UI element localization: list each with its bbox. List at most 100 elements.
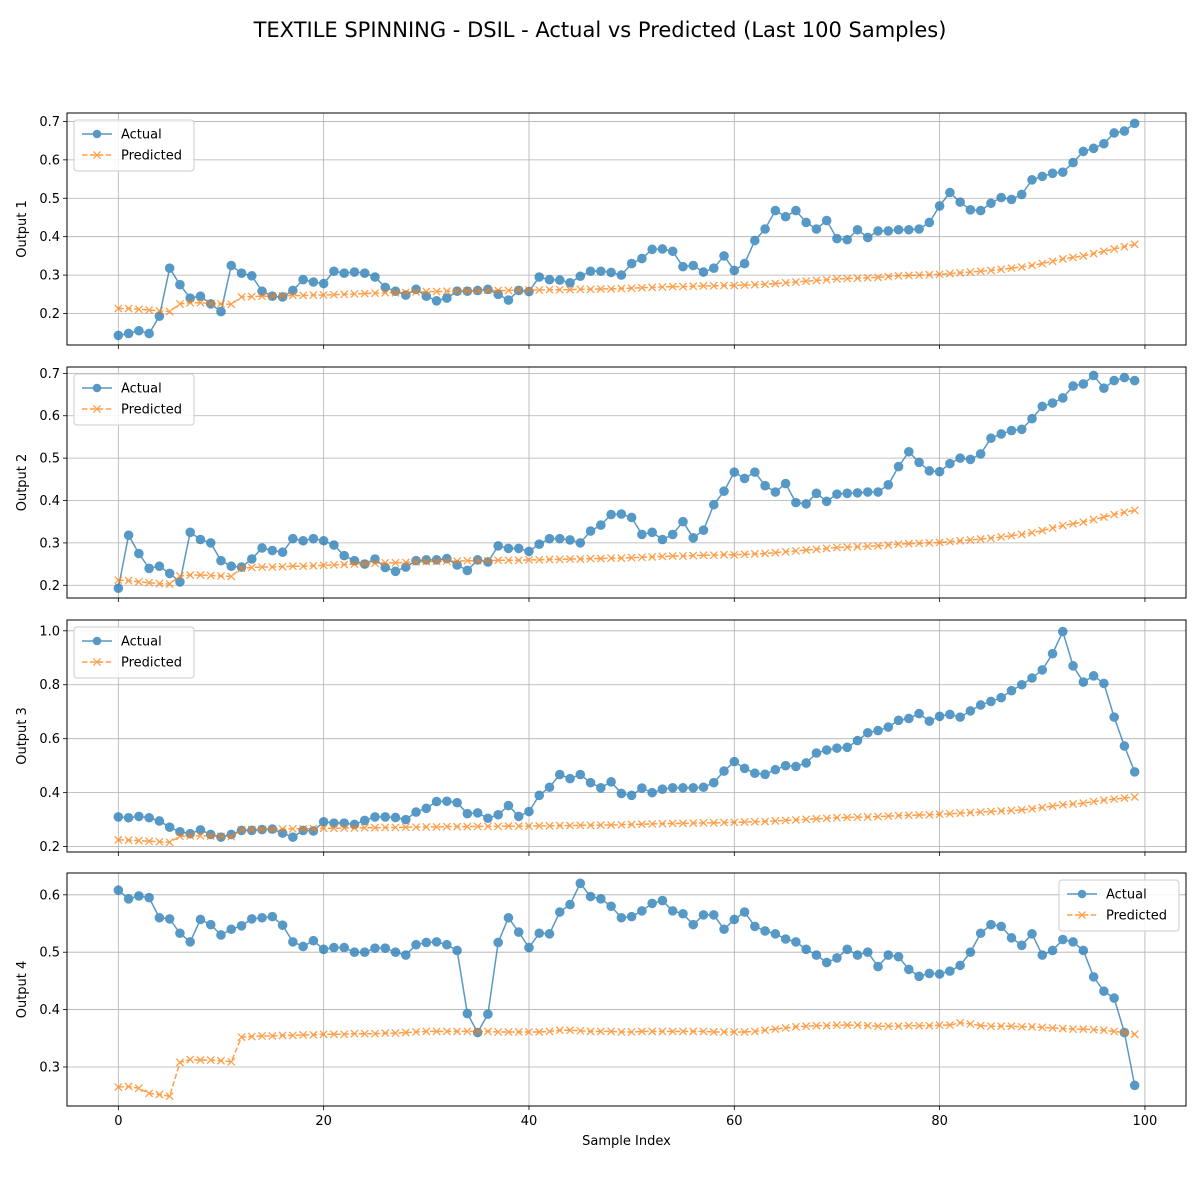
data-point-predicted xyxy=(504,1027,513,1037)
data-point-predicted xyxy=(257,292,267,301)
data-point-predicted xyxy=(709,1027,718,1037)
data-point-actual xyxy=(370,554,380,564)
data-point-actual xyxy=(257,912,267,923)
data-point-actual xyxy=(216,930,226,940)
data-point-predicted xyxy=(678,1027,688,1036)
data-point-predicted xyxy=(381,1029,390,1038)
data-point-actual xyxy=(277,292,288,302)
data-point-actual xyxy=(134,811,144,822)
data-point-actual xyxy=(667,246,678,257)
data-point-actual xyxy=(934,969,945,979)
data-point-predicted xyxy=(976,1021,985,1030)
data-point-actual xyxy=(236,920,247,931)
data-point-actual xyxy=(421,803,432,814)
data-point-actual xyxy=(678,782,688,793)
data-point-predicted xyxy=(278,291,287,300)
data-point-predicted xyxy=(607,820,616,830)
data-point-actual xyxy=(575,271,586,282)
data-point-predicted xyxy=(576,821,585,830)
data-point-predicted xyxy=(309,291,318,300)
data-point-predicted xyxy=(904,271,913,280)
data-point-actual xyxy=(862,232,873,243)
data-point-actual xyxy=(626,911,637,922)
data-point-predicted xyxy=(637,553,646,562)
data-point-actual xyxy=(421,937,432,948)
data-point-predicted xyxy=(329,560,338,569)
data-point-actual xyxy=(750,921,760,932)
data-point-predicted xyxy=(668,1027,677,1036)
data-point-actual xyxy=(493,937,503,948)
data-point-actual xyxy=(1088,143,1099,154)
data-point-predicted xyxy=(637,1027,646,1036)
legend-entry-predicted-marker xyxy=(82,404,112,414)
data-point-actual xyxy=(421,555,432,565)
data-point-predicted xyxy=(155,1090,164,1099)
data-point-predicted xyxy=(976,267,985,276)
data-point-actual xyxy=(123,894,134,904)
data-point-predicted xyxy=(791,815,800,824)
data-point-predicted xyxy=(524,1027,534,1037)
data-point-predicted xyxy=(524,286,534,295)
data-point-predicted xyxy=(1120,793,1129,803)
data-point-actual xyxy=(236,562,247,572)
data-point-actual xyxy=(1006,194,1017,205)
data-point-actual xyxy=(657,895,668,906)
data-point-predicted xyxy=(1130,792,1139,802)
data-point-actual xyxy=(739,258,750,269)
data-point-predicted xyxy=(894,1022,903,1031)
data-point-predicted xyxy=(668,819,677,828)
data-point-actual xyxy=(1058,626,1068,637)
legend-box xyxy=(73,626,195,679)
data-point-actual xyxy=(216,306,226,317)
legend-label: Predicted xyxy=(121,403,182,418)
data-point-actual xyxy=(719,251,729,261)
data-point-predicted xyxy=(453,822,462,831)
data-point-actual xyxy=(1068,157,1078,168)
data-point-actual xyxy=(226,924,237,935)
data-point-actual xyxy=(544,782,555,793)
data-point-predicted xyxy=(473,1027,482,1036)
data-point-predicted xyxy=(617,284,626,293)
data-point-predicted xyxy=(237,292,246,302)
data-point-predicted xyxy=(319,561,328,570)
data-point-actual xyxy=(483,557,493,567)
data-point-actual xyxy=(637,253,647,264)
data-point-actual xyxy=(493,809,503,820)
data-point-actual xyxy=(298,274,308,285)
data-point-predicted xyxy=(750,280,759,289)
data-point-actual xyxy=(883,480,894,490)
data-point-predicted xyxy=(1120,508,1129,517)
data-point-actual xyxy=(596,266,606,277)
data-point-predicted xyxy=(935,538,944,547)
data-point-predicted xyxy=(494,1027,503,1037)
legend-marker xyxy=(92,150,102,160)
data-point-predicted xyxy=(719,550,729,559)
data-point-predicted xyxy=(165,838,174,847)
data-point-actual xyxy=(606,267,616,278)
data-point-predicted xyxy=(740,550,749,559)
data-point-predicted xyxy=(935,1021,944,1030)
data-point-actual xyxy=(832,953,842,963)
data-point-predicted xyxy=(843,543,852,552)
data-point-predicted xyxy=(966,535,975,544)
data-point-actual xyxy=(442,796,452,807)
data-point-actual xyxy=(729,467,740,477)
data-point-predicted xyxy=(319,1030,328,1039)
data-point-predicted xyxy=(411,1027,421,1037)
data-point-actual xyxy=(524,806,534,817)
data-point-predicted xyxy=(535,286,544,295)
data-point-actual xyxy=(904,446,914,457)
data-point-actual xyxy=(637,906,647,916)
data-point-actual xyxy=(585,266,596,277)
data-point-actual xyxy=(811,950,822,960)
data-point-actual xyxy=(318,816,329,827)
data-point-actual xyxy=(154,561,165,572)
data-point-actual xyxy=(965,947,976,957)
data-point-actual xyxy=(770,764,781,775)
data-point-actual xyxy=(205,538,216,548)
legend-label: Predicted xyxy=(121,656,182,671)
data-point-actual xyxy=(647,787,657,798)
data-point-predicted xyxy=(596,1027,605,1036)
y-tick-label: 0.6 xyxy=(39,888,60,903)
data-point-actual xyxy=(503,543,514,554)
